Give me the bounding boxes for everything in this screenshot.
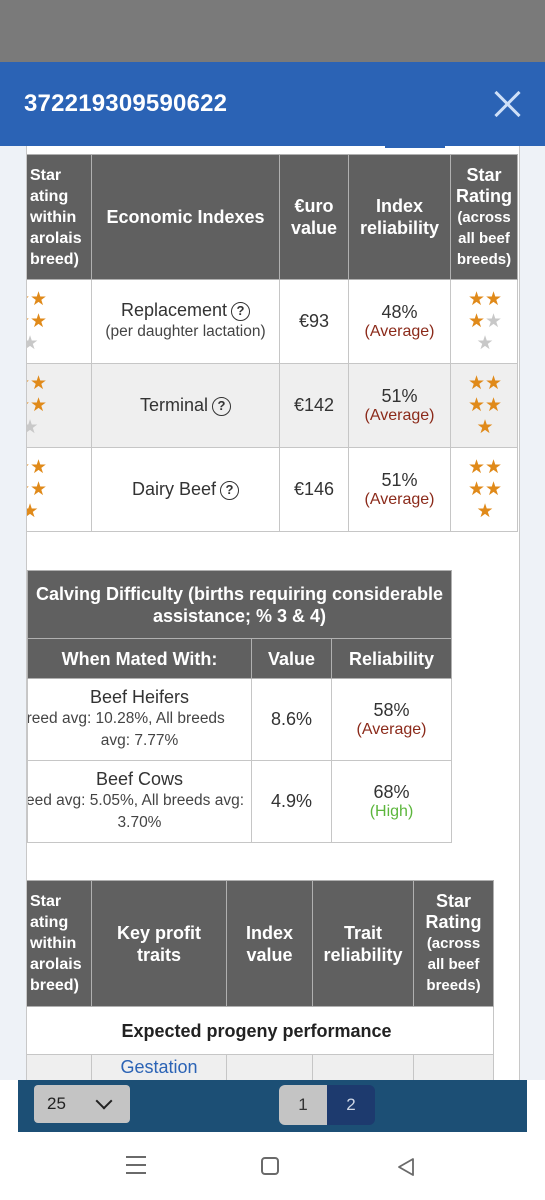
system-nav-bar [0,1132,545,1200]
page-size-select[interactable]: 25 [34,1085,130,1123]
star-icon [27,457,58,523]
header-trait-reliability: Trait reliability [312,880,414,1007]
mated-with-name: Beef Cows [95,769,184,789]
economic-index-table: Star ating within arolais breed) Economi… [27,154,518,532]
header-key-profit-traits: Key profit traits [91,880,227,1007]
euro-value: €93 [279,279,349,364]
trait-link-gestation[interactable]: Gestation [91,1054,227,1080]
reliability-cell: 48% (Average) [348,279,451,364]
breed-average: 3reed avg: 10.28%, All breeds [27,710,225,727]
table-row: Beef Cows eed avg: 5.05%, All breeds avg… [27,760,453,843]
index-name: Dairy Beef [131,479,217,499]
star-icon [27,289,58,355]
star-icon [455,457,515,523]
header-star-rating-within: Star ating within arolais breed) [27,154,92,280]
calving-title: Calving Difficulty (births requiring con… [27,570,453,639]
index-name-cell: Replacement? (per daughter lactation) [91,279,280,364]
mated-with-name: Beef Heifers [89,687,190,707]
table-row: Terminal? €142 51% (Average) [27,363,518,448]
header-reliability: Reliability [330,638,453,679]
status-bar [0,0,545,62]
calving-reliability: 58% (Average) [330,678,453,761]
reliability-label: (Average) [364,491,435,508]
star-rating-across [450,447,518,532]
page-button-1[interactable]: 1 [279,1085,327,1125]
modal-content[interactable]: Star ating within arolais breed) Economi… [0,146,545,1080]
index-name-cell: Terminal? [91,363,280,448]
profit-traits-table: Star ating within arolais breed) Key pro… [27,880,494,1080]
euro-value: €146 [279,447,349,532]
star-rating-within [27,363,92,448]
table-row: Replacement? (per daughter lactation) €9… [27,279,518,364]
index-name: Replacement [120,300,228,320]
star-icon [27,373,58,439]
calving-reliability: 68% (High) [330,760,453,843]
page-button-2[interactable]: 2 [327,1085,375,1125]
table-row: Gestation [27,1054,494,1080]
page-size-value: 25 [47,1094,66,1113]
breed-average-2: 3.70% [117,814,162,831]
mated-with-cell: Beef Cows eed avg: 5.05%, All breeds avg… [27,760,252,843]
modal-header: 372219309590622 [0,62,545,146]
table-row: Dairy Beef? €146 51% (Average) [27,447,518,532]
index-name: Terminal [139,395,209,415]
star-rating-across [450,363,518,448]
help-circle-icon[interactable]: ? [212,397,232,416]
back-triangle-icon[interactable] [396,1157,416,1177]
breed-average-2: avg: 7.77% [100,732,179,749]
calving-difficulty-table: Calving Difficulty (births requiring con… [27,570,453,843]
star-rating-across [450,279,518,364]
index-subtitle: (per daughter lactation) [105,323,266,340]
star-rating-within [27,447,92,532]
table-row: Beef Heifers 3reed avg: 10.28%, All bree… [27,678,453,761]
menu-icon[interactable] [126,1156,146,1174]
header-star-rating-across: Star Rating (across all beef breeds) [413,880,494,1007]
header-index-value: Index value [226,880,313,1007]
euro-value: €142 [279,363,349,448]
calving-value: 4.9% [251,760,332,843]
star-icon [455,289,515,355]
help-circle-icon[interactable]: ? [220,481,240,500]
help-circle-icon[interactable]: ? [231,302,251,321]
mated-with-cell: Beef Heifers 3reed avg: 10.28%, All bree… [27,678,252,761]
breed-average: eed avg: 5.05%, All breeds avg: [27,792,245,809]
header-value: Value [251,638,332,679]
header-euro-value: €uro value [279,154,349,280]
reliability-cell: 51% (Average) [348,447,451,532]
header-when-mated: When Mated With: [27,638,252,679]
star-rating-within [27,279,92,364]
star-icon [455,373,515,439]
home-square-icon[interactable] [261,1157,279,1175]
index-name-cell: Dairy Beef? [91,447,280,532]
section-expected-progeny: Expected progeny performance [27,1006,494,1055]
reliability-cell: 51% (Average) [348,363,451,448]
evaluation-panel: Star ating within arolais breed) Economi… [26,146,520,1080]
header-star-rating-across: Star Rating (across all beef breeds) [450,154,518,280]
calving-value: 8.6% [251,678,332,761]
modal-title: 372219309590622 [24,90,228,117]
pagination-bar: 25 1 2 [18,1080,527,1132]
close-icon[interactable] [487,84,527,124]
reliability-label: (Average) [364,323,435,340]
header-star-rating-within: Star ating within arolais breed) [27,880,92,1007]
chevron-down-icon [95,1092,113,1110]
header-index-reliability: Index reliability [348,154,451,280]
tab-underline [385,146,445,148]
header-economic-indexes: Economic Indexes [91,154,280,280]
reliability-label: (Average) [364,407,435,424]
